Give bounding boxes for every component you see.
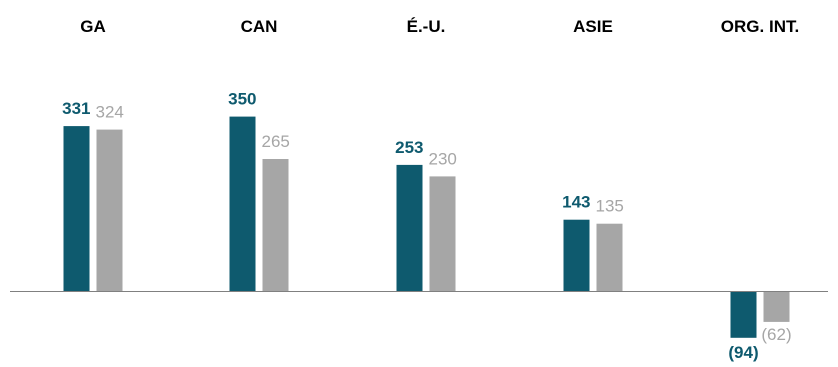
data-label: 331 bbox=[62, 99, 90, 118]
bar bbox=[563, 219, 590, 291]
bar bbox=[63, 126, 90, 291]
bar bbox=[429, 176, 456, 291]
data-label: 265 bbox=[262, 132, 290, 151]
data-label: 324 bbox=[96, 103, 124, 122]
category-label: ASIE bbox=[573, 17, 613, 36]
data-label: 350 bbox=[228, 90, 256, 109]
bar bbox=[763, 291, 790, 322]
data-label: 230 bbox=[429, 149, 457, 168]
data-label: (94) bbox=[728, 343, 758, 362]
value-labels: 331 350 253 143 (94) 324 265 230 135 (62) bbox=[62, 90, 791, 362]
bar bbox=[396, 164, 423, 291]
category-labels: GA CAN É.-U. ASIE ORG. INT. bbox=[80, 17, 799, 36]
data-label: 135 bbox=[596, 197, 624, 216]
bars bbox=[63, 116, 790, 338]
bar bbox=[730, 291, 757, 338]
bar bbox=[229, 116, 256, 291]
bar bbox=[596, 223, 623, 291]
data-label: 143 bbox=[562, 193, 590, 212]
category-label: GA bbox=[80, 17, 106, 36]
category-label: CAN bbox=[241, 17, 278, 36]
category-label: É.-U. bbox=[407, 17, 446, 36]
bar bbox=[262, 159, 289, 291]
data-label: 253 bbox=[395, 138, 423, 157]
bar bbox=[96, 129, 123, 291]
category-label: ORG. INT. bbox=[721, 17, 799, 36]
data-label: (62) bbox=[761, 325, 791, 344]
